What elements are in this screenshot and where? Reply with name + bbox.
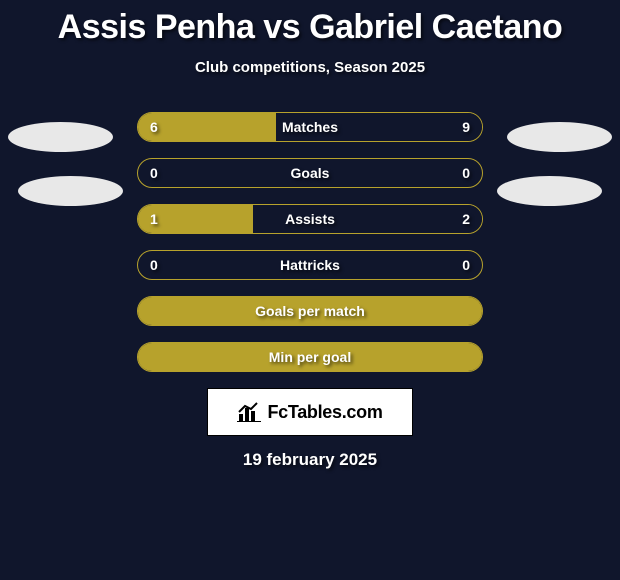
stat-bar: 0 Hattricks 0 [137, 250, 483, 280]
player1-avatar-top [8, 122, 113, 152]
stat-value-p2: 0 [462, 257, 470, 273]
stat-bar: Goals per match [137, 296, 483, 326]
stat-fill-p2 [276, 113, 482, 141]
stat-label: Hattricks [138, 257, 482, 273]
stat-bar: Min per goal [137, 342, 483, 372]
stat-fill-p1 [138, 113, 276, 141]
branding-link[interactable]: FcTables.com [207, 388, 413, 436]
date-label: 19 february 2025 [0, 450, 620, 470]
stat-label: Goals [138, 165, 482, 181]
player2-avatar-bottom [497, 176, 602, 206]
stat-fill-p1 [138, 205, 253, 233]
page-title: Assis Penha vs Gabriel Caetano [0, 0, 620, 47]
stat-bar: 0 Goals 0 [137, 158, 483, 188]
stat-value-p2: 0 [462, 165, 470, 181]
stats-container: 6 Matches 9 0 Goals 0 1 Assists 2 0 Hatt… [137, 112, 483, 372]
stat-fill-p2 [253, 205, 482, 233]
subtitle: Club competitions, Season 2025 [0, 59, 620, 76]
stat-value-p1: 0 [150, 165, 158, 181]
stat-fill-p1 [138, 297, 482, 325]
stat-value-p1: 0 [150, 257, 158, 273]
stat-bar: 6 Matches 9 [137, 112, 483, 142]
branding-text: FcTables.com [267, 402, 382, 423]
stat-fill-p1 [138, 343, 482, 371]
bar-chart-icon [237, 402, 261, 422]
player1-avatar-bottom [18, 176, 123, 206]
stat-bar: 1 Assists 2 [137, 204, 483, 234]
player2-avatar-top [507, 122, 612, 152]
